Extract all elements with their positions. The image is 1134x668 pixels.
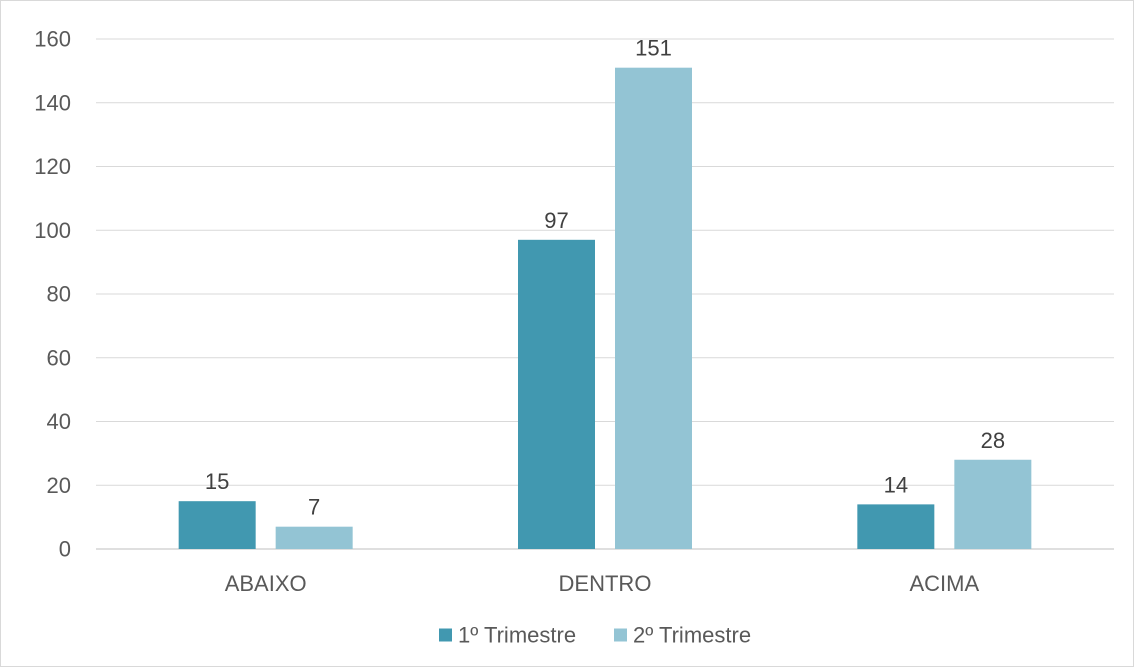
x-tick-label: ACIMA	[909, 571, 979, 596]
data-label: 7	[308, 495, 320, 520]
legend-label: 1º Trimestre	[458, 623, 576, 648]
data-labels: 15 7 97 151 14 28	[205, 36, 1005, 520]
bars	[178, 67, 1032, 549]
data-label: 97	[544, 208, 568, 233]
y-axis-ticks: 0 20 40 60 80 100 120 140 160	[34, 27, 71, 562]
y-tick-label: 80	[47, 282, 71, 307]
y-tick-label: 60	[47, 345, 71, 370]
legend-swatch	[614, 628, 627, 642]
bar	[954, 459, 1032, 549]
data-label: 151	[635, 36, 672, 61]
y-tick-label: 20	[47, 473, 71, 498]
x-tick-label: ABAIXO	[225, 571, 307, 596]
bar	[518, 239, 595, 549]
bar	[615, 67, 692, 549]
x-tick-label: DENTRO	[559, 571, 652, 596]
legend: 1º Trimestre 2º Trimestre	[439, 623, 751, 648]
bar	[178, 501, 256, 549]
x-axis-ticks: ABAIXO DENTRO ACIMA	[225, 571, 980, 596]
y-tick-label: 120	[34, 154, 71, 179]
legend-swatch	[439, 628, 452, 642]
bar	[857, 504, 935, 549]
y-tick-label: 0	[59, 537, 71, 562]
bar	[275, 526, 353, 549]
y-tick-label: 40	[47, 409, 71, 434]
gridlines	[96, 38, 1114, 550]
y-tick-label: 100	[34, 218, 71, 243]
data-label: 15	[205, 469, 229, 494]
y-tick-label: 160	[34, 27, 71, 52]
legend-label: 2º Trimestre	[633, 623, 751, 648]
data-label: 28	[981, 428, 1005, 453]
data-label: 14	[884, 472, 908, 497]
y-tick-label: 140	[34, 90, 71, 115]
